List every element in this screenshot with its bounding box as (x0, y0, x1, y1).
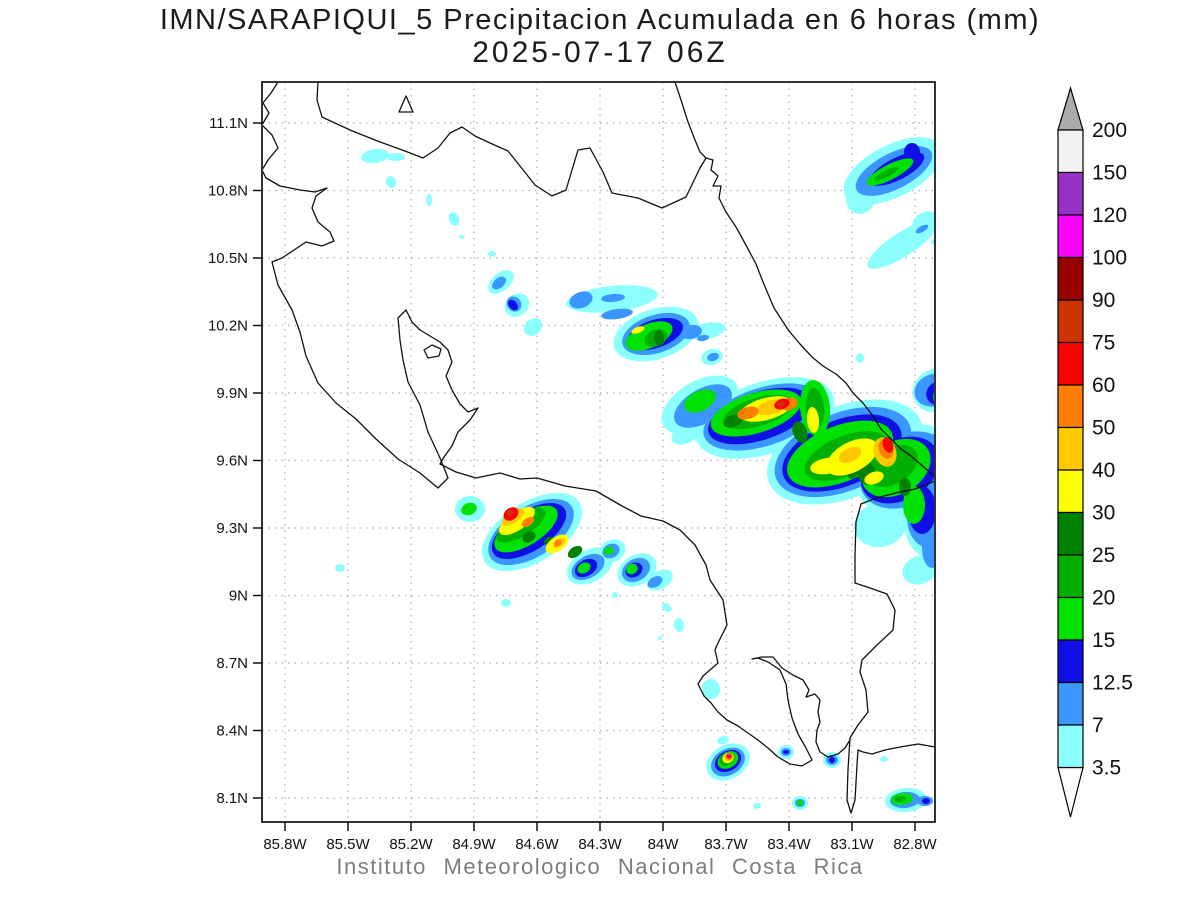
colorbar-segment (1057, 511, 1084, 556)
colorbar-level-label: 60 (1092, 374, 1115, 397)
lon-tick-label: 82.8W (893, 836, 937, 853)
colorbar-level-label: 12.5 (1092, 672, 1133, 695)
colorbar-segment (1057, 426, 1084, 471)
colorbar-level-label: 25 (1092, 544, 1115, 567)
coastline-borders (263, 83, 934, 814)
colorbar-level-label: 50 (1092, 417, 1115, 440)
lon-tick-label: 84.3W (578, 836, 622, 853)
pacific-coastline (263, 83, 934, 814)
colorbar-level-label: 15 (1092, 629, 1115, 652)
colorbar-segment (1057, 724, 1084, 769)
footer-attribution: Instituto Meteorologico Nacional Costa R… (336, 854, 864, 879)
colorbar-segment (1057, 469, 1084, 514)
lon-tick-label: 85.5W (326, 836, 370, 853)
lon-tick-label: 85.8W (263, 836, 307, 853)
colorbar-level-label: 7 (1092, 714, 1104, 737)
lake-island (398, 95, 414, 113)
colorbar-segment (1057, 384, 1084, 429)
colorbar-level-label: 3.5 (1092, 757, 1121, 780)
panama-border (849, 480, 934, 739)
colorbar-level-label: 40 (1092, 459, 1115, 482)
lon-tick-label: 84.9W (452, 836, 496, 853)
lon-tick-label: 85.2W (389, 836, 433, 853)
nicaragua-border-sanjuan (316, 83, 707, 209)
lat-tick-label: 9.9N (216, 385, 248, 402)
axis-labels: 11.1N 10.8N 10.5N 10.2N 9.9N 9.6N 9.3N 9N 8.7N 8.… (208, 115, 938, 853)
lon-tick-label: 84.6W (515, 836, 559, 853)
lat-tick-label: 9.6N (216, 453, 248, 470)
colorbar: 200 150 120 100 90 75 60 50 40 30 25 20 15 12.5 7 3.5 (1057, 85, 1133, 818)
lat-tick-label: 8.4N (216, 723, 248, 740)
colorbar-segment (1057, 256, 1084, 301)
colorbar-segment (1057, 129, 1084, 174)
caribbean-coastline (674, 83, 934, 477)
lon-tick-label: 83.1W (830, 836, 874, 853)
lat-tick-label: 8.1N (216, 790, 248, 807)
colorbar-segment (1057, 681, 1084, 726)
colorbar-segment (1057, 299, 1084, 344)
lat-tick-label: 8.7N (216, 655, 248, 672)
lat-tick-label: 10.5N (208, 250, 248, 267)
colorbar-level-label: 200 (1092, 119, 1127, 142)
colorbar-level-label: 20 (1092, 587, 1115, 610)
lon-tick-label: 84W (648, 836, 680, 853)
precipitation-field (335, 137, 934, 813)
page-subtitle-datetime: 2025-07-17 06Z (472, 36, 728, 69)
lat-tick-label: 10.8N (208, 183, 248, 200)
map-frame (261, 81, 936, 823)
colorbar-level-label: 100 (1092, 247, 1127, 270)
lon-tick-label: 83.4W (767, 836, 811, 853)
colorbar-above-max-arrow (1057, 85, 1084, 131)
chira-island (423, 344, 442, 359)
colorbar-level-label: 75 (1092, 332, 1115, 355)
colorbar-level-label: 150 (1092, 162, 1127, 185)
colorbar-level-label: 120 (1092, 204, 1127, 227)
page-title: IMN/SARAPIQUI_5 Precipitacion Acumulada … (159, 4, 1041, 36)
colorbar-below-min-arrow (1057, 766, 1084, 818)
lat-tick-label: 11.1N (209, 115, 248, 132)
lat-tick-label: 10.2N (208, 318, 248, 335)
colorbar-segment (1057, 554, 1084, 599)
colorbar-level-label: 90 (1092, 289, 1115, 312)
colorbar-segment (1057, 639, 1084, 684)
colorbar-segment (1057, 341, 1084, 386)
colorbar-segment (1057, 596, 1084, 641)
lon-tick-label: 83.7W (704, 836, 748, 853)
colorbar-segment (1057, 171, 1084, 216)
colorbar-segment (1057, 214, 1084, 259)
lat-tick-label: 9.3N (216, 520, 248, 537)
colorbar-level-label: 30 (1092, 502, 1115, 525)
lat-tick-label: 9N (229, 588, 248, 605)
